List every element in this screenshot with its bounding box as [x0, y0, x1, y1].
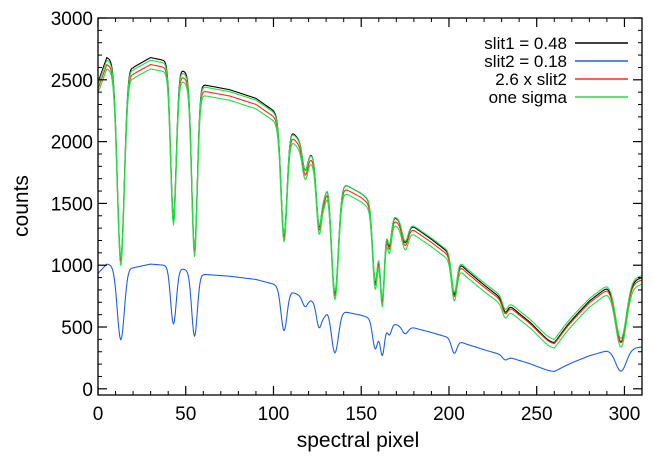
- legend-label: 2.6 x slit2: [495, 70, 567, 89]
- series-line-4: [97, 68, 643, 349]
- y-tick-label: 2500: [51, 71, 93, 92]
- x-tick-label: 0: [93, 404, 104, 425]
- legend-label: one sigma: [489, 88, 568, 107]
- x-tick-labels: 0 50 100 150 200 250 300: [93, 404, 641, 425]
- y-axis-label: counts: [10, 175, 33, 237]
- y-tick-label: 500: [61, 318, 93, 339]
- x-tick-label: 300: [609, 404, 641, 425]
- x-axis-label: spectral pixel: [297, 429, 420, 452]
- series-line-3: [97, 59, 643, 340]
- x-tick-label: 250: [521, 404, 553, 425]
- x-tick-label: 200: [433, 404, 465, 425]
- x-tick-label: 150: [345, 404, 377, 425]
- y-tick-label: 0: [82, 380, 93, 401]
- y-tick-label: 1000: [51, 256, 93, 277]
- legend-label: slit2 = 0.18: [484, 52, 567, 71]
- y-tick-labels: 0 500 1000 1500 2000 2500 3000: [51, 9, 93, 401]
- ticks: [97, 17, 642, 395]
- y-tick-label: 2000: [51, 133, 93, 154]
- plot-frame: [97, 17, 643, 396]
- series-line-1: [97, 263, 643, 372]
- x-tick-label: 50: [175, 404, 196, 425]
- legend-label: slit1 = 0.48: [484, 34, 567, 53]
- y-tick-label: 3000: [51, 9, 93, 30]
- plot-lines: [97, 56, 643, 372]
- x-tick-label: 100: [258, 404, 290, 425]
- y-tick-label: 1500: [51, 194, 93, 215]
